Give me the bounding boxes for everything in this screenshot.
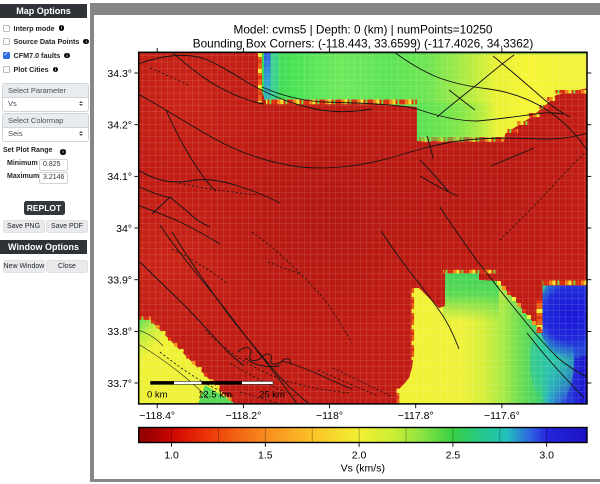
svg-text:34.1°: 34.1°	[107, 171, 132, 183]
svg-text:2.5: 2.5	[446, 450, 461, 462]
svg-text:−118.4°: −118.4°	[139, 410, 175, 422]
svg-text:−117.8°: −117.8°	[398, 410, 434, 422]
svg-text:−117.6°: −117.6°	[484, 410, 520, 422]
svg-text:Model: cvms5 | Depth: 0 (km) |: Model: cvms5 | Depth: 0 (km) | numPoints…	[234, 23, 493, 37]
svg-text:2.0: 2.0	[352, 450, 367, 462]
svg-text:1.0: 1.0	[164, 450, 179, 462]
svg-text:−118°: −118°	[316, 410, 343, 422]
svg-text:34.2°: 34.2°	[107, 120, 132, 132]
svg-text:3.0: 3.0	[539, 450, 554, 462]
svg-text:34°: 34°	[116, 223, 132, 235]
svg-text:33.9°: 33.9°	[107, 275, 132, 287]
svg-text:Bounding Box Corners: (-118.44: Bounding Box Corners: (-118.443, 33.6599…	[193, 36, 534, 50]
svg-text:12.5 km: 12.5 km	[198, 390, 232, 401]
svg-text:1.5: 1.5	[258, 450, 273, 462]
svg-text:33.8°: 33.8°	[107, 326, 132, 338]
svg-text:34.3°: 34.3°	[107, 68, 132, 80]
svg-text:−118.2°: −118.2°	[225, 410, 261, 422]
svg-text:25 km: 25 km	[259, 390, 285, 401]
svg-text:Vs (km/s): Vs (km/s)	[341, 463, 385, 475]
svg-text:0 km: 0 km	[147, 390, 168, 401]
svg-text:33.7°: 33.7°	[107, 378, 132, 390]
